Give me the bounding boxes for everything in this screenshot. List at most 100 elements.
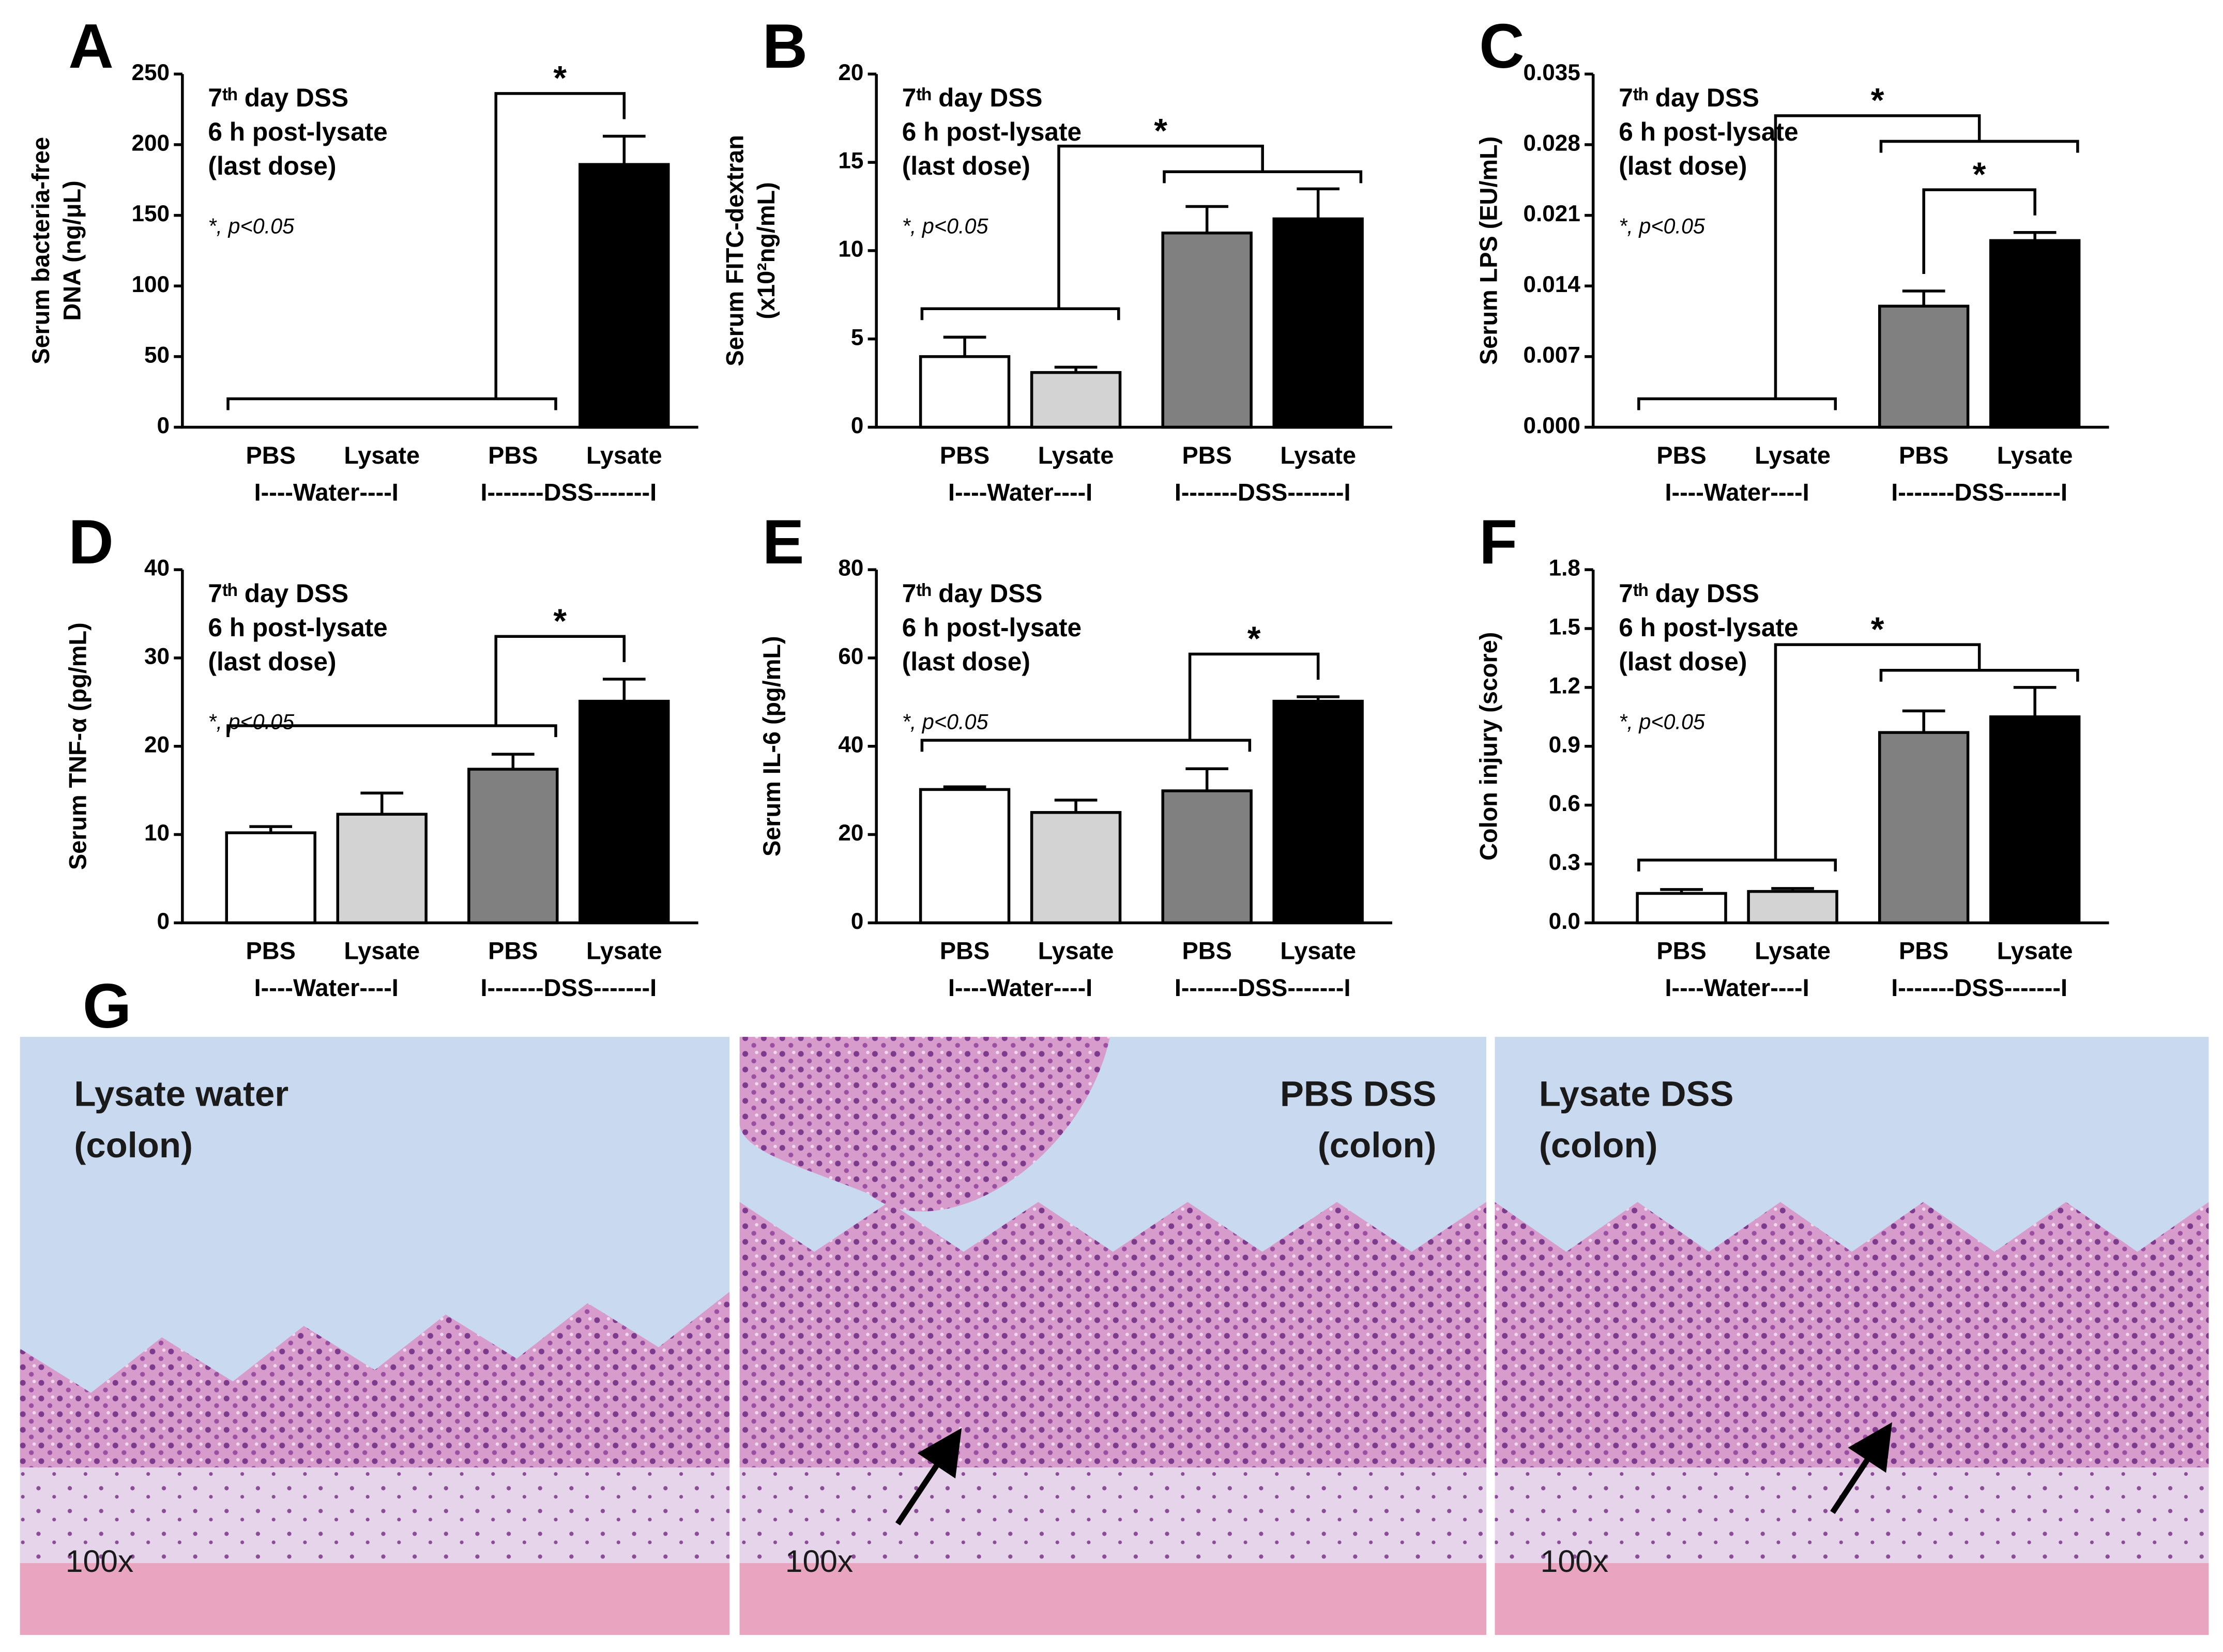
annotation: 6 h post-lysate — [902, 117, 1082, 146]
histology-image: Lysate DSS (colon) 100x — [1495, 1036, 2209, 1635]
group-label: I-------DSS-------I — [480, 974, 657, 1001]
group-label: I----Water----I — [254, 974, 399, 1001]
y-tick-label: 10 — [144, 820, 170, 846]
submucosa — [739, 1467, 1486, 1564]
y-tick-label: 0 — [157, 909, 170, 934]
y-tick-label: 0.9 — [1549, 732, 1580, 757]
tissue — [1495, 1036, 2209, 1635]
bar — [1747, 890, 1838, 925]
x-tick-label: PBS — [1899, 442, 1948, 469]
y-axis-label: (x10²ng/mL) — [753, 182, 780, 319]
significance-star: * — [1154, 112, 1167, 150]
significance-note: *, p<0.05 — [902, 710, 989, 734]
histology-image: PBS DSS (colon) 100x — [739, 1036, 1486, 1635]
group-label: I-------DSS-------I — [1175, 974, 1351, 1001]
y-tick-label: 5 — [851, 325, 864, 350]
x-tick-label: Lysate — [344, 442, 420, 469]
y-axis-label: Colon injury (score) — [1475, 632, 1502, 861]
panel-label: E — [763, 507, 804, 577]
x-tick-label: PBS — [940, 442, 989, 469]
error-bar — [1902, 289, 1945, 307]
bar-chart: E 0 20 40 60 80 PBS Lysate PBS Lysate I----Water--… — [758, 507, 1393, 1001]
x-tick-label: Lysate — [586, 442, 662, 469]
y-tick-label: 10 — [838, 237, 863, 262]
y-axis-label: Serum bacteria-free — [27, 137, 54, 364]
error-bar — [1297, 187, 1340, 219]
arrow — [1830, 1422, 1892, 1515]
magnification: 100x — [1541, 1543, 1608, 1579]
axes — [181, 74, 698, 429]
annotation: (last dose) — [902, 151, 1030, 180]
y-tick-label: 0.028 — [1524, 131, 1580, 156]
x-tick-label: Lysate — [586, 938, 662, 965]
histology-image: Lysate water (colon) 100x — [20, 1036, 730, 1635]
annotation: (last dose) — [1619, 647, 1747, 676]
annotation: (last dose) — [208, 647, 336, 676]
muscle — [739, 1563, 1486, 1635]
group-label: I----Water----I — [1665, 479, 1809, 506]
panel-label: A — [68, 11, 114, 81]
error-bar — [602, 134, 646, 165]
annotation: (last dose) — [208, 151, 336, 180]
bar-chart: C 0.000 0.007 0.014 0.021 0.028 0.035 PBS Lysate… — [1475, 11, 2109, 506]
mucosa — [1495, 1202, 2209, 1467]
bar — [1636, 892, 1727, 925]
error-bar — [491, 753, 535, 770]
x-tick-label: PBS — [246, 442, 296, 469]
panel-label: F — [1479, 507, 1517, 577]
y-tick-label: 150 — [131, 201, 170, 226]
x-tick-label: PBS — [1656, 938, 1706, 965]
x-tick-label: PBS — [1182, 442, 1232, 469]
significance-star: * — [1871, 82, 1884, 120]
panel-label: B — [763, 11, 808, 81]
axes — [181, 570, 698, 925]
image-caption: (colon) — [1318, 1125, 1437, 1165]
y-tick-label: 0 — [851, 909, 864, 934]
bar — [225, 831, 316, 925]
y-tick-label: 20 — [838, 60, 863, 85]
annotation: 7ᵗʰ day DSS — [1619, 83, 1759, 112]
bar-chart: B 0 5 10 15 20 PBS Lysate PBS Lysate I----Water---… — [721, 11, 1393, 506]
bar — [1161, 789, 1253, 925]
bar — [1161, 231, 1253, 429]
muscle — [1495, 1563, 2209, 1635]
panel-label: G — [83, 971, 131, 1041]
error-bar — [1185, 767, 1229, 791]
bar — [919, 355, 1011, 429]
bar — [467, 768, 559, 925]
x-tick-label: Lysate — [1280, 442, 1356, 469]
x-tick-label: PBS — [1182, 938, 1232, 965]
annotation: (last dose) — [1619, 151, 1747, 180]
significance-bracket — [1637, 114, 2079, 410]
axes — [875, 570, 1393, 925]
image-caption: PBS DSS — [1280, 1074, 1436, 1114]
x-tick-label: Lysate — [1038, 938, 1114, 965]
error-bar — [2013, 686, 2057, 717]
error-bar — [943, 335, 986, 357]
annotation: 6 h post-lysate — [208, 117, 387, 146]
significance-star: * — [1247, 620, 1261, 658]
error-bar — [1054, 799, 1098, 813]
significance-note: *, p<0.05 — [1619, 710, 1706, 734]
annotation: 7ᵗʰ day DSS — [902, 83, 1043, 112]
y-tick-label: 20 — [838, 820, 863, 846]
bar-chart: A 0 50 100 150 200 250 PBS Lysate PBS Lysate I----W… — [27, 11, 698, 506]
y-tick-label: 0.3 — [1549, 850, 1580, 875]
image-caption: Lysate DSS — [1539, 1074, 1734, 1114]
significance-bracket — [226, 635, 626, 738]
group-label: I-------DSS-------I — [1891, 974, 2067, 1001]
y-tick-label: 250 — [131, 60, 170, 85]
significance-star: * — [1871, 610, 1884, 649]
group-label: I-------DSS-------I — [1891, 479, 2067, 506]
bar — [336, 813, 428, 925]
significance-star: * — [553, 59, 567, 98]
x-tick-label: PBS — [488, 442, 538, 469]
bar — [578, 163, 670, 429]
mucosa — [739, 1202, 1486, 1467]
histology-panel: G Lysate water (colon) 100x PBS DSS (colon) 1… — [20, 971, 2209, 1635]
bar — [1989, 239, 2081, 429]
y-tick-label: 15 — [838, 148, 863, 174]
error-bar — [1054, 365, 1098, 373]
